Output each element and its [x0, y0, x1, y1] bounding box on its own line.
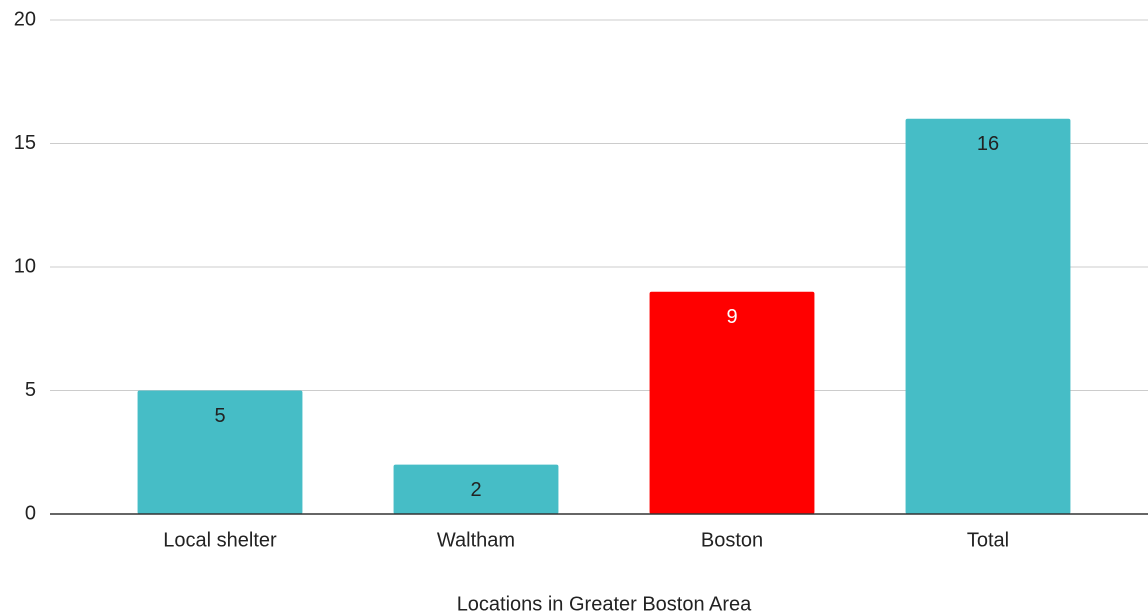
- x-tick-label: Total: [967, 529, 1009, 551]
- y-tick-label: 15: [14, 132, 36, 154]
- y-tick-label: 20: [14, 8, 36, 30]
- data-label: 5: [214, 405, 225, 427]
- x-tick-label: Local shelter: [163, 529, 277, 551]
- bar: [905, 118, 1071, 515]
- y-tick-label: 10: [14, 255, 36, 277]
- data-label: 9: [726, 306, 737, 328]
- x-tick-label: Boston: [701, 529, 763, 551]
- data-label: 2: [470, 479, 481, 501]
- bar: [137, 390, 303, 514]
- bar: [393, 464, 559, 514]
- bar: [649, 291, 815, 514]
- y-tick-label: 0: [25, 502, 36, 524]
- x-axis-label: Locations in Greater Boston Area: [457, 593, 752, 615]
- x-tick-label: Waltham: [437, 529, 515, 551]
- data-label: 16: [977, 133, 999, 155]
- y-tick-label: 5: [25, 379, 36, 401]
